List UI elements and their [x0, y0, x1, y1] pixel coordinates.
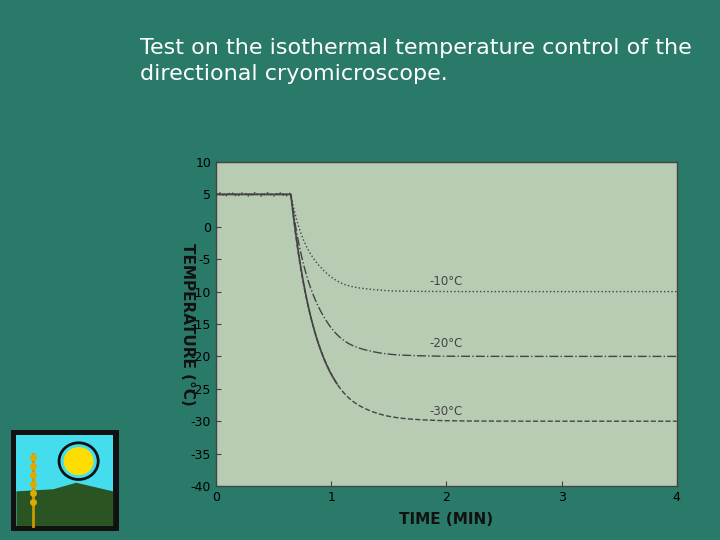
- Text: -20°C: -20°C: [429, 337, 462, 350]
- Text: Test on the isothermal temperature control of the
directional cryomicroscope.: Test on the isothermal temperature contr…: [140, 38, 692, 84]
- Text: -10°C: -10°C: [429, 275, 462, 288]
- Text: -30°C: -30°C: [429, 405, 462, 418]
- Circle shape: [63, 447, 94, 475]
- Y-axis label: TEMPERATURE (°C): TEMPERATURE (°C): [180, 242, 194, 406]
- X-axis label: TIME (MIN): TIME (MIN): [400, 512, 493, 527]
- Polygon shape: [17, 483, 113, 526]
